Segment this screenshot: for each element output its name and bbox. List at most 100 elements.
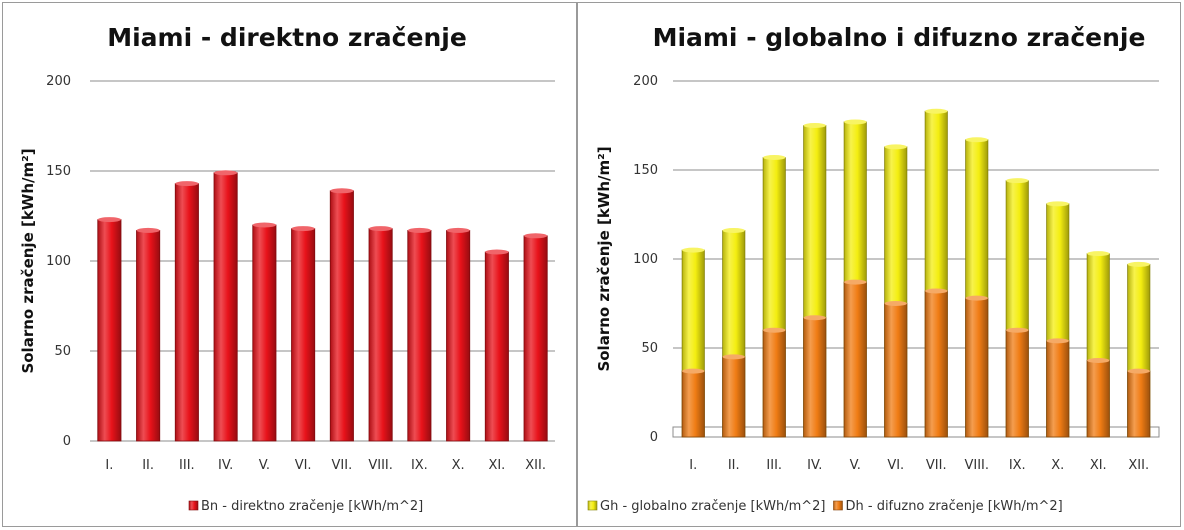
bar-cap [291,226,315,232]
legend-swatch [188,500,199,511]
bar-cap [965,137,988,143]
y-tick-label: 50 [641,341,658,356]
x-tick-label: VIII. [368,458,393,473]
global-diffuse-radiation-chart: Miami - globalno i difuzno zračenje Solar… [587,23,1160,514]
x-tick-label: XII. [1128,458,1149,473]
y-axis-label: Solarno zračenje [kWh/m²] [19,148,37,373]
chart-panel-direct: Miami - direktno zračenje Solarno zračenj… [2,2,577,527]
x-tick-label: IX. [1009,458,1026,473]
chart-floor [672,426,1160,438]
bar-cap [682,247,705,253]
bar-cap [682,368,705,374]
bar-cap [925,288,948,294]
bar-cap [965,295,988,301]
bar [368,228,393,442]
chart-panel-global-diffuse: Miami - globalno i difuzno zračenje Solar… [577,2,1181,527]
bar-cap [763,327,786,333]
bar [884,303,908,438]
bar-cap [524,233,548,239]
legend-label: Dh - difuzno zračenje [kWh/m^2] [845,499,1062,514]
bar-cap [844,119,867,125]
x-tick-label: I. [105,458,113,473]
y-tick-label: 200 [46,74,71,89]
bar-cap [136,227,160,233]
bar-cap [369,226,393,232]
x-tick-label: VII. [926,458,947,473]
bar [1046,340,1070,438]
y-axis-label: Solarno zračenje [kWh/m²] [595,146,613,371]
bar-cap [1127,368,1150,374]
x-tick-label: I. [689,458,697,473]
bar-cap [97,217,121,223]
bar [484,251,509,442]
x-tick-label: VI. [887,458,904,473]
bar [291,228,316,442]
x-tick-label: II. [728,458,740,473]
bar-cap [1127,261,1150,267]
bar-cap [803,123,826,128]
x-tick-label: III. [766,458,782,473]
bar-cap [214,170,238,176]
bar [252,224,277,442]
bar-cap [884,144,907,150]
bar [1005,329,1029,438]
bar [762,329,786,438]
x-tick-label: III. [179,458,195,473]
x-tick-label: XI. [488,458,505,473]
bar [803,317,827,438]
y-tick-label: 0 [650,430,658,445]
bar-cap [446,227,470,233]
legend-label: Gh - globalno zračenje [kWh/m^2] [600,499,825,514]
x-tick-label: VI. [295,458,312,473]
chart-title: Miami - globalno i difuzno zračenje [653,23,1146,52]
x-tick-label: IX. [411,458,428,473]
bar-cap [884,301,907,306]
bar-cap [1006,327,1029,333]
bar-cap [330,188,354,194]
bar [213,172,238,442]
x-tick-label: XII. [525,458,546,473]
legend-label: Bn - direktno zračenje [kWh/m^2] [201,499,423,514]
bar-cap [722,228,745,234]
bar [722,356,746,438]
bar [446,229,471,442]
bar [924,290,948,438]
legend-swatch [833,500,843,511]
bar [843,281,867,438]
bar [407,229,432,442]
y-tick-label: 150 [46,164,71,179]
bar [329,190,354,442]
bar-cap [1087,251,1110,257]
direct-radiation-chart: Miami - direktno zračenje Solarno zračenj… [19,23,555,514]
y-tick-label: 0 [63,434,71,449]
bar-cap [252,222,276,228]
y-tick-label: 200 [633,74,658,89]
x-tick-label: X. [1051,458,1064,473]
bar [681,370,705,438]
bar [174,183,199,442]
bar-cap [1006,178,1029,184]
legend-swatch [587,500,598,511]
y-tick-label: 50 [54,344,71,359]
x-tick-label: VIII. [964,458,989,473]
bar [1127,370,1151,438]
y-tick-label: 150 [633,163,658,178]
x-tick-label: V. [259,458,270,473]
bar-cap [1046,201,1069,207]
bar-cap [844,279,867,285]
bar [136,229,161,442]
bar [1086,360,1110,438]
x-tick-label: IV. [218,458,233,473]
bar-cap [925,108,948,114]
bar-cap [763,155,786,161]
bar-cap [175,181,199,187]
bar [97,219,122,442]
chart-title: Miami - direktno zračenje [107,23,467,52]
bar-cap [407,227,431,233]
x-tick-label: VII. [332,458,353,473]
bar-cap [1046,338,1069,344]
bar [965,297,989,438]
x-tick-label: XI. [1090,458,1107,473]
bar-cap [1087,357,1110,363]
